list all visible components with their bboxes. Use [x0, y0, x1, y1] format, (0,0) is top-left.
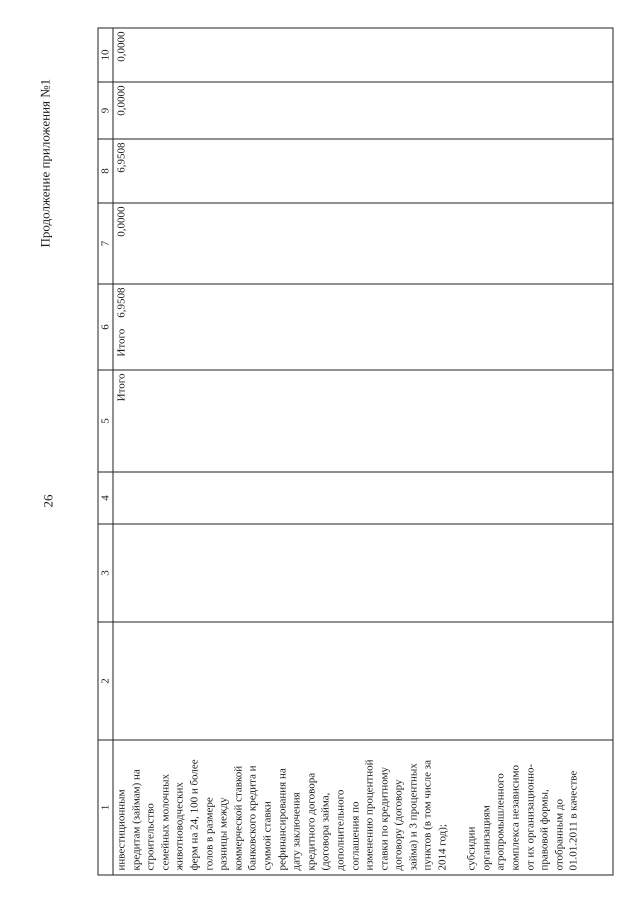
cell-col-6: Итого 6,9508	[112, 283, 613, 370]
description-line: семейных молочных	[158, 773, 171, 871]
description-line: (договора займа,	[319, 792, 332, 870]
header-col-9: 9	[97, 81, 113, 139]
cell-col-2	[112, 621, 613, 740]
description-line: разницы между	[217, 796, 230, 870]
description-line: банковского кредита и	[246, 765, 259, 870]
cell-col-6-value: 6,9508	[115, 287, 127, 318]
header-col-6: 6	[97, 283, 113, 370]
description-line: правовой формы,	[538, 788, 551, 870]
description-line: соглашения по	[348, 800, 361, 870]
cell-col-8: 6,9508	[112, 138, 613, 203]
description-line: субсидии	[465, 826, 478, 870]
description-cell: инвестиционным кредитам (займам) на строит…	[112, 739, 613, 875]
cell-col-10: 0,0000	[112, 27, 613, 82]
continuation-title: Продолжение приложения №1	[37, 78, 52, 247]
header-col-5: 5	[97, 369, 113, 472]
table-row: инвестиционным кредитам (займам) на строит…	[112, 27, 613, 875]
description-line: пунктов (в том числе за	[421, 759, 434, 871]
description-line: от их организационно-	[523, 763, 536, 870]
description-line: агропромышленного	[494, 772, 507, 870]
description-line: строительство	[144, 802, 157, 870]
description-line: голов в размере	[202, 796, 215, 870]
header-row: 1 2 3 4 5 6 7 8 9 10	[97, 27, 113, 875]
header-col-2: 2	[97, 621, 113, 740]
header-col-10: 10	[97, 27, 113, 82]
header-col-7: 7	[97, 202, 113, 284]
description-line: ставки по кредитному	[377, 766, 390, 870]
cell-col-5: Итого	[112, 369, 613, 472]
header-col-1: 1	[97, 739, 113, 875]
header-col-3: 3	[97, 523, 113, 622]
description-line: отобранным до	[552, 798, 565, 870]
header-col-8: 8	[97, 138, 113, 203]
description-line: займа) и 3 процентных	[406, 762, 419, 870]
cell-col-7: 0,0000	[112, 202, 613, 284]
description-line: кредитного договора	[304, 772, 317, 870]
cell-col-6-label: Итого	[115, 328, 127, 357]
appendix-table: 1 2 3 4 5 6 7 8 9 10 инвестиционным креди…	[97, 27, 613, 875]
cell-col-9: 0,0000	[112, 81, 613, 139]
description-line: дополнительного	[333, 789, 346, 870]
description-line: комплекса независимо	[509, 764, 522, 870]
description-line: ферм на 24, 100 и более	[187, 758, 200, 870]
description-line: суммой ставки	[260, 800, 273, 870]
description-block-a: инвестиционным кредитам (займам) на строит…	[114, 743, 450, 870]
header-col-4: 4	[97, 471, 113, 524]
description-line: организациям	[479, 804, 492, 870]
page-number: 26	[40, 494, 55, 507]
cell-col-4	[112, 471, 613, 524]
description-line: коммерческой ставкой	[231, 765, 244, 870]
description-line: изменению процентной	[363, 758, 376, 870]
description-line: дату заключения	[290, 791, 303, 870]
description-line: инвестиционным	[115, 788, 127, 870]
description-line: 01.01.2011 в качестве	[567, 770, 580, 870]
description-line: 2014 год);	[436, 823, 449, 871]
description-block-b: субсидии организациям агропромышленного ком…	[464, 743, 581, 870]
description-line: кредитам (займам) на	[129, 768, 142, 870]
cell-col-3	[112, 523, 613, 622]
description-line: рефинансирования на	[275, 767, 288, 870]
description-line: животноводческих	[173, 781, 186, 870]
description-line: договору (договору	[392, 778, 405, 870]
